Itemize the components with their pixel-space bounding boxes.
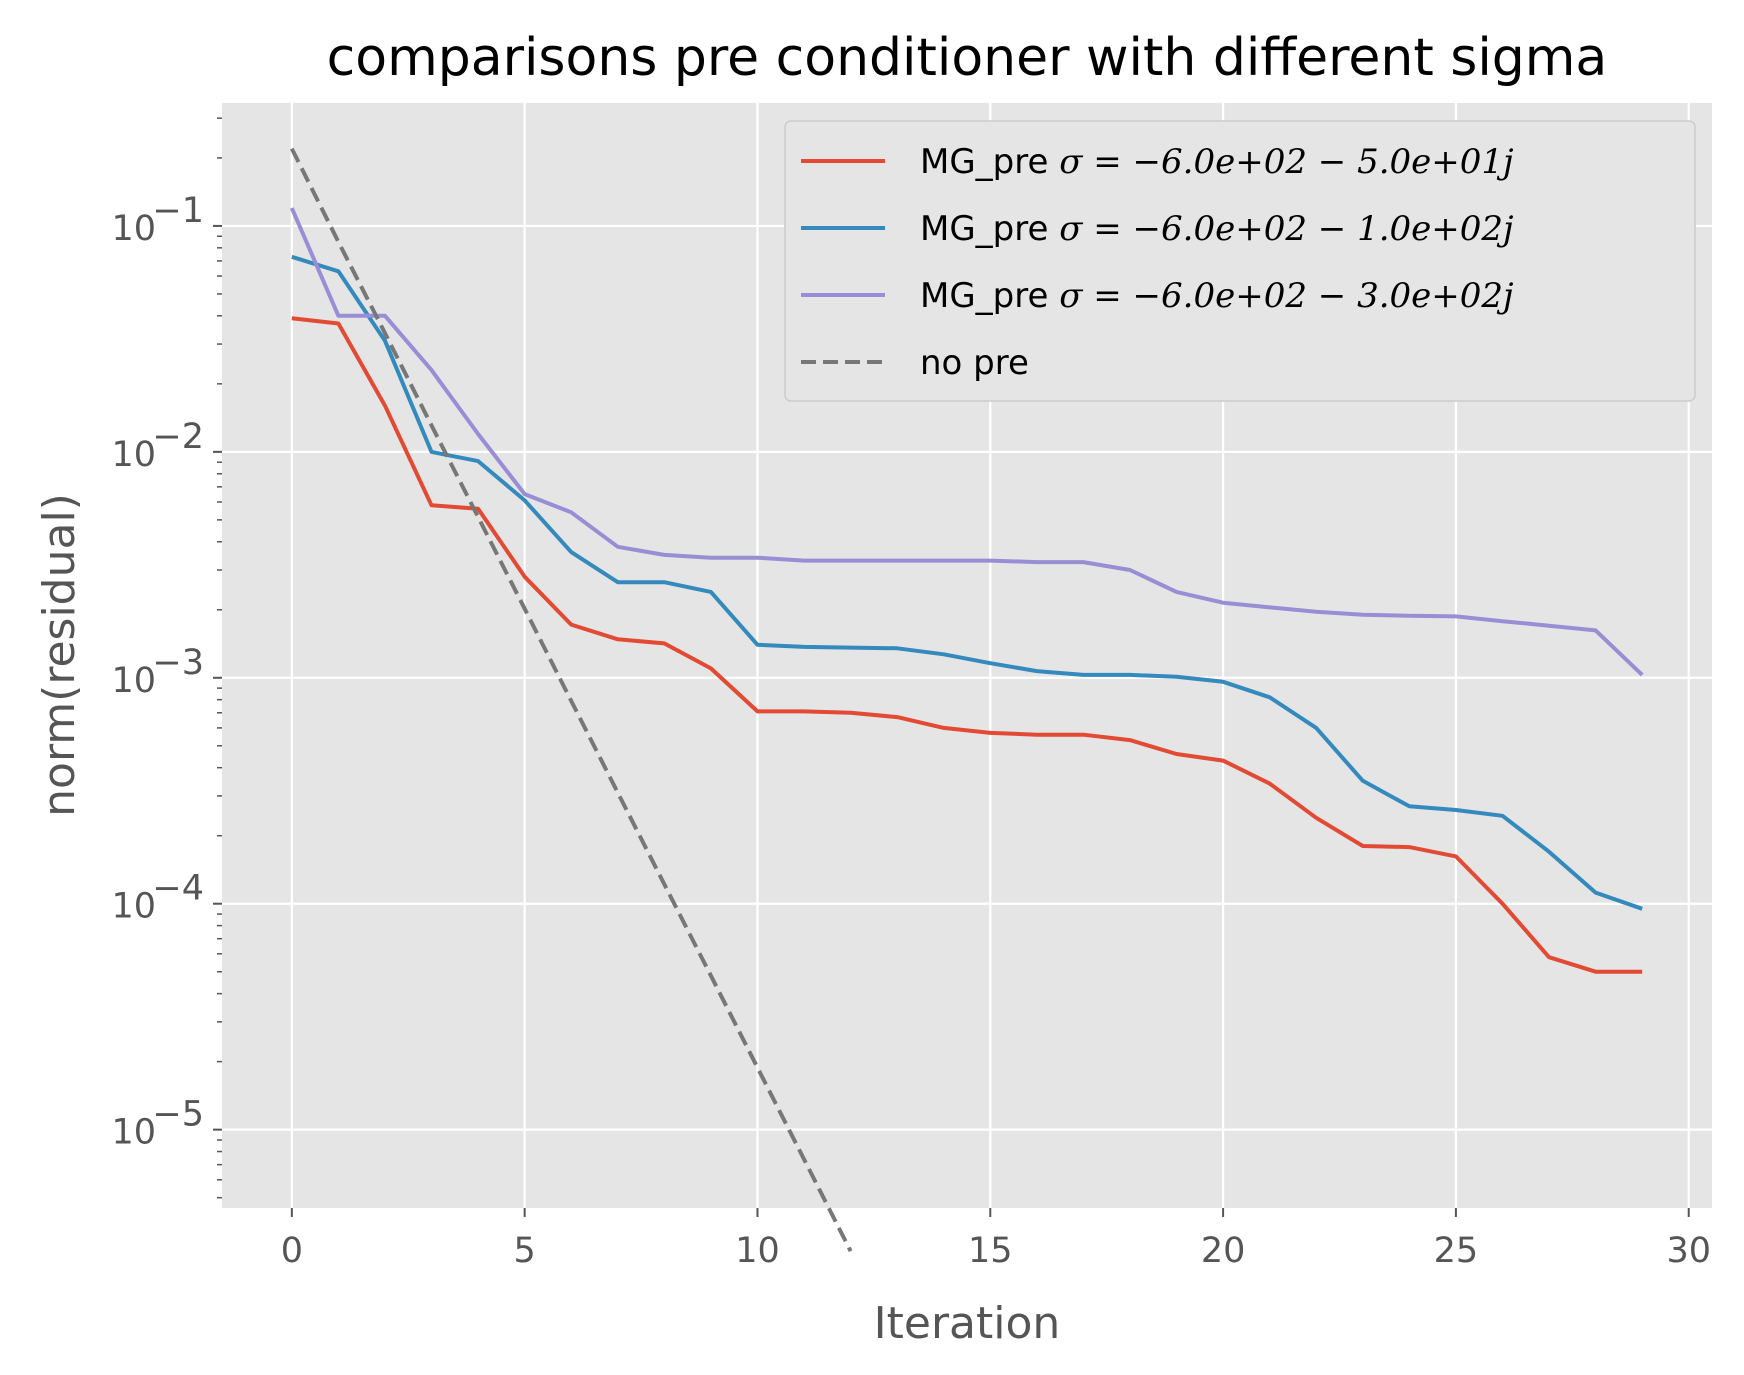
x-tick-label: 10: [735, 1231, 780, 1271]
chart-title: comparisons pre conditioner with differe…: [327, 28, 1608, 88]
series-line-1: [291, 254, 1643, 911]
y-tick-label: 10: [111, 661, 156, 701]
x-tick-label: 5: [514, 1231, 536, 1271]
legend-box: [784, 120, 1696, 402]
legend-label-3: no pre: [920, 343, 1029, 383]
y-tick-label-exponent: −1: [152, 191, 204, 231]
x-tick-label: 15: [968, 1231, 1013, 1271]
y-tick-label: 10: [111, 1113, 156, 1153]
y-tick-label: 10: [111, 887, 156, 927]
y-tick-label-exponent: −5: [152, 1095, 204, 1135]
x-tick-label: 0: [281, 1231, 303, 1271]
x-tick-label: 30: [1666, 1231, 1711, 1271]
y-tick-label: 10: [111, 209, 156, 249]
y-tick-label: 10: [111, 435, 156, 475]
legend-label-0: MG_pre σ = −6.0e+02 − 5.0e+01j: [920, 142, 1514, 182]
series-line-2: [289, 207, 1644, 677]
series-group: [289, 147, 1644, 1253]
x-tick-label: 25: [1434, 1231, 1479, 1271]
y-tick-label-exponent: −2: [152, 417, 204, 457]
y-tick-label-exponent: −4: [152, 869, 204, 909]
x-tick-label: 20: [1201, 1231, 1246, 1271]
legend-label-1: MG_pre σ = −6.0e+02 − 1.0e+02j: [920, 209, 1514, 249]
legend-label-2: MG_pre σ = −6.0e+02 − 3.0e+02j: [920, 276, 1514, 316]
series-line-3: [290, 147, 853, 1253]
y-tick-label-exponent: −3: [152, 643, 204, 683]
series-line-0: [291, 316, 1643, 974]
x-axis-title: Iteration: [874, 1298, 1061, 1349]
legend: MG_pre σ = −6.0e+02 − 5.0e+01j MG_pre σ =…: [784, 120, 1696, 402]
y-axis-title: norm(residual): [34, 493, 85, 817]
